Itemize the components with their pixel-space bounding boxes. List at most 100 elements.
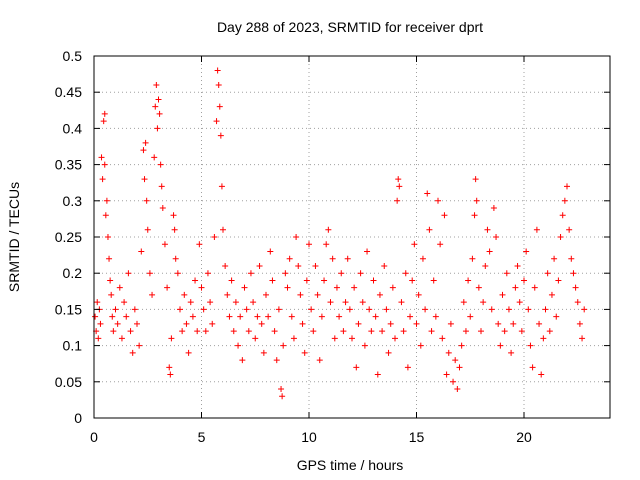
data-point [366, 306, 373, 313]
y-tick-label: 0.1 [63, 338, 83, 354]
data-point [181, 291, 188, 298]
x-tick-label: 5 [198, 429, 206, 445]
data-point [395, 176, 402, 183]
data-point [482, 262, 489, 269]
data-point [185, 349, 192, 356]
data-point [314, 291, 321, 298]
data-point [220, 226, 226, 233]
data-point [460, 299, 467, 306]
data-point [428, 328, 435, 335]
data-point [102, 212, 109, 219]
data-point [100, 118, 107, 125]
data-point [527, 342, 534, 349]
data-point [157, 161, 164, 168]
data-point [531, 284, 538, 291]
data-point [263, 291, 269, 298]
data-point [303, 277, 310, 284]
data-point [353, 364, 360, 371]
data-point [402, 270, 409, 277]
data-point [331, 335, 338, 342]
data-point [488, 306, 495, 313]
data-point [94, 299, 101, 306]
data-point [198, 284, 205, 291]
data-point [548, 291, 555, 298]
data-point [228, 277, 235, 284]
data-point [290, 335, 297, 342]
data-point [495, 320, 502, 327]
data-point [167, 371, 174, 378]
data-point [533, 226, 540, 233]
data-point [409, 277, 416, 284]
data-point [581, 306, 588, 313]
data-point [447, 320, 454, 327]
data-point [275, 306, 282, 313]
data-point [123, 313, 130, 320]
data-point [273, 357, 280, 364]
data-point [279, 393, 286, 400]
data-point [216, 103, 223, 110]
data-point [172, 255, 179, 262]
data-point [192, 277, 199, 284]
data-point [430, 277, 437, 284]
data-point [278, 386, 285, 393]
data-point [265, 313, 272, 320]
x-tick-label: 10 [301, 429, 317, 445]
data-point [222, 262, 229, 269]
x-tick-label: 15 [409, 429, 425, 445]
data-point [359, 299, 366, 306]
data-point [318, 313, 325, 320]
data-point [411, 241, 418, 248]
data-point [95, 335, 102, 342]
y-tick-label: 0.5 [63, 48, 83, 64]
data-point [499, 291, 506, 298]
data-point [149, 291, 156, 298]
data-point [295, 262, 302, 269]
data-point [209, 320, 216, 327]
data-point [161, 241, 168, 248]
data-point [269, 277, 276, 284]
data-point [170, 212, 177, 219]
data-point [555, 277, 562, 284]
data-point [323, 241, 330, 248]
data-point [486, 248, 493, 255]
data-point [518, 328, 525, 335]
data-point [110, 328, 117, 335]
data-point [364, 248, 371, 255]
data-point [452, 357, 459, 364]
data-point [523, 248, 530, 255]
data-point [514, 262, 521, 269]
data-point [465, 277, 472, 284]
data-point [226, 313, 233, 320]
data-point [396, 183, 403, 190]
data-point [525, 306, 532, 313]
data-point [426, 226, 433, 233]
y-tick-label: 0.4 [63, 120, 83, 136]
data-point [245, 328, 252, 335]
data-point [361, 342, 368, 349]
data-point [516, 299, 523, 306]
x-axis-label: GPS time / hours [297, 457, 404, 473]
x-tick-label: 20 [516, 429, 532, 445]
data-point [469, 255, 476, 262]
data-point [138, 248, 145, 255]
data-point [131, 306, 138, 313]
data-point [349, 335, 355, 342]
data-point [237, 313, 244, 320]
data-point [422, 306, 429, 313]
data-point [103, 197, 110, 204]
data-point [104, 234, 111, 240]
data-point [127, 328, 134, 335]
data-point [125, 270, 132, 277]
data-point [394, 197, 401, 204]
data-point [142, 139, 149, 146]
y-tick-label: 0.45 [55, 84, 82, 100]
y-tick-label: 0 [74, 410, 82, 426]
data-point [342, 299, 349, 306]
data-point [204, 270, 211, 277]
data-point [200, 306, 207, 313]
data-point [467, 313, 474, 320]
plot-frame [93, 55, 611, 419]
y-tick-label: 0.15 [55, 301, 82, 317]
data-point [336, 313, 343, 320]
